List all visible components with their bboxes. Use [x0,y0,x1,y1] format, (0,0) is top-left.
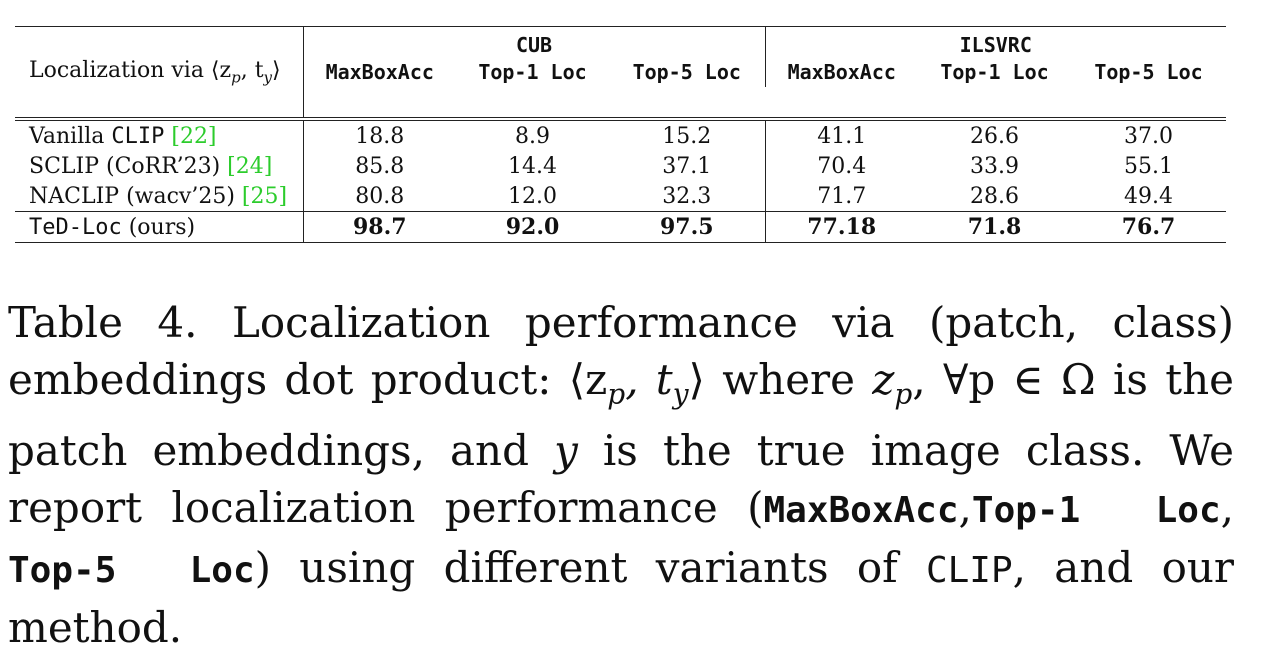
cell: 41.1 [764,121,918,151]
cell: 18.8 [302,121,456,151]
cell: 28.6 [970,183,1019,209]
cell: 70.4 [764,151,918,181]
row-label: NACLIP (wacv’25) [25] [29,183,288,209]
row-label: Vanilla CLIP [22] [29,123,217,149]
cell: 71.7 [764,181,918,212]
citation-link[interactable]: [22] [171,123,217,149]
col-cub-top1: Top-1 Loc [478,60,587,84]
cell: 14.4 [508,153,557,179]
cell: 8.9 [515,123,550,149]
cell: 92.0 [456,211,609,243]
citation-link[interactable]: [24] [227,153,273,179]
citation-link[interactable]: [25] [241,183,288,209]
col-ilsvrc-maxboxacc: MaxBoxAcc [764,57,918,87]
table-row: Vanilla CLIP [22] 18.8 8.9 15.2 41.1 26.… [15,121,1226,151]
header-spacer [15,87,1226,119]
cell: 76.7 [1071,211,1226,243]
col-cub-maxboxacc: MaxBoxAcc [302,57,456,87]
cell: 97.5 [609,211,765,243]
cell: 15.2 [662,123,712,149]
col-ilsvrc-top1: Top-1 Loc [940,60,1049,84]
table-row: SCLIP (CoRR’23) [24] 85.8 14.4 37.1 70.4… [15,151,1226,181]
cell: 71.8 [918,211,1071,243]
cell: 55.1 [1124,153,1173,179]
cell: 26.6 [970,123,1019,149]
cell: 32.3 [662,183,712,209]
table-row-ours: TeD-Loc (ours) 98.7 92.0 97.5 77.18 71.8… [15,211,1226,243]
table-row: NACLIP (wacv’25) [25] 80.8 12.0 32.3 71.… [15,181,1226,212]
group-cub: CUB [302,26,765,57]
row-label: SCLIP (CoRR’23) [24] [29,153,273,179]
cell: 80.8 [302,181,456,212]
results-table: Localization via ⟨zp, ty⟩ CUB ILSVRC Max… [15,26,1226,243]
cell: 12.0 [508,183,557,209]
table-caption: Table 4. Localization performance via (p… [8,298,1234,653]
col-ilsvrc-top5: Top-5 Loc [1094,60,1203,84]
group-header-row: Localization via ⟨zp, ty⟩ CUB ILSVRC [15,26,1226,119]
group-ilsvrc: ILSVRC [764,26,1226,57]
row-header: Localization via ⟨zp, ty⟩ [15,26,303,119]
cell: 85.8 [302,151,456,181]
results-table-wrap: Localization via ⟨zp, ty⟩ CUB ILSVRC Max… [15,26,1226,243]
cell: 49.4 [1124,183,1173,209]
cell: 33.9 [970,153,1019,179]
cell: 37.1 [662,153,712,179]
cell: 98.7 [302,211,456,243]
row-label: TeD-Loc (ours) [15,211,303,243]
cell: 37.0 [1124,123,1173,149]
column-header-row: MaxBoxAcc Top-1 Loc Top-5 Loc MaxBoxAcc … [15,57,1226,87]
cell: 77.18 [764,211,918,243]
col-cub-top5: Top-5 Loc [632,60,741,84]
